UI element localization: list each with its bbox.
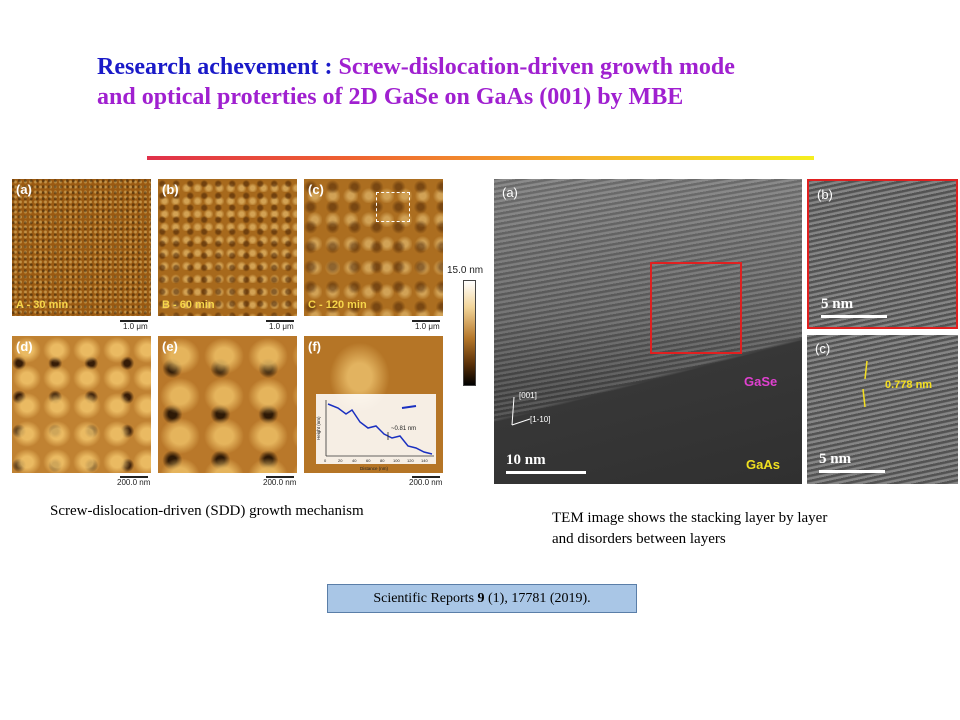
scale-bar <box>266 476 294 478</box>
scale-label: 10 nm <box>506 452 546 468</box>
profile-line-marker <box>401 405 417 409</box>
tem-caption: TEM image shows the stacking layer by la… <box>552 508 912 550</box>
scale-bar <box>821 315 887 318</box>
scale-label: 200.0 nm <box>117 478 151 487</box>
afm-panel-caption: C - 120 min <box>308 299 367 311</box>
lattice-spacing-label: 0.778 nm <box>885 379 933 391</box>
scale-bar <box>120 476 148 478</box>
title-line1: Screw-dislocation-driven growth mode <box>338 54 735 80</box>
afm-panel-label: (d) <box>16 339 33 354</box>
reference-journal: Scientific Reports <box>373 591 478 606</box>
scale-label: 1.0 μm <box>123 322 148 331</box>
afm-panel-e: (e) <box>158 336 297 473</box>
scale-label: 200.0 nm <box>263 478 297 487</box>
x-tick-label: 0 <box>324 458 327 463</box>
direction-arrow-1-10 <box>511 418 531 426</box>
x-tick-label: 140 <box>421 458 428 463</box>
title-prefix: Research achevement : <box>97 54 339 80</box>
x-tick-label: 120 <box>407 458 414 463</box>
afm-panel-caption: B - 60 min <box>162 299 215 311</box>
scale-bar <box>266 320 294 322</box>
x-tick-label: 100 <box>393 458 400 463</box>
afm-panel-label: (f) <box>308 339 321 354</box>
height-profile-plot: ~0.81 nm Distance (nm) Height (nm) 0 20 … <box>316 394 436 471</box>
reference-rest: (1), 17781 (2019). <box>484 591 591 606</box>
tem-caption-line2: and disorders between layers <box>552 531 726 547</box>
tem-panel-label: (b) <box>817 187 833 202</box>
tem-panel-c: (c) 0.778 nm 5 nm <box>807 335 958 484</box>
afm-panel-d: (d) <box>12 336 151 473</box>
tem-panel-label: (a) <box>502 185 518 200</box>
profile-plot-background <box>316 394 436 464</box>
afm-panel-label: (e) <box>162 339 178 354</box>
spacing-arrows <box>862 360 868 408</box>
scale-bar <box>120 320 148 322</box>
scale-bar <box>412 320 440 322</box>
spacing-arrow-top <box>864 360 868 380</box>
afm-panel-f: (f) ~0.81 nm Distance (nm) Height (nm) 0… <box>304 336 443 473</box>
afm-panel-b: (b) B - 60 min <box>158 179 297 316</box>
tem-panel-a: (a) GaSe GaAs [001] [1-10] 10 nm <box>494 179 802 484</box>
tem-caption-line1: TEM image shows the stacking layer by la… <box>552 510 828 526</box>
afm-panel-a: (a) A - 30 min <box>12 179 151 316</box>
scale-bar <box>412 476 440 478</box>
spacing-arrow-bottom <box>862 388 866 408</box>
step-label: ~0.81 nm <box>391 426 416 432</box>
x-tick-label: 60 <box>366 458 371 463</box>
scale-label: 5 nm <box>819 451 852 467</box>
zoom-region-box <box>650 262 742 354</box>
scale-label: 1.0 μm <box>269 322 294 331</box>
scale-bar <box>819 470 885 473</box>
profile-x-ticks: 0 20 40 60 80 100 120 140 <box>324 458 428 463</box>
scale-label: 5 nm <box>821 296 854 312</box>
x-tick-label: 40 <box>352 458 357 463</box>
scale-bar <box>506 471 586 474</box>
afm-panel-label: (b) <box>162 182 179 197</box>
scale-label: 200.0 nm <box>409 478 443 487</box>
afm-panel-c: (c) C - 120 min <box>304 179 443 316</box>
slide-title: Research achevement : Screw-dislocation-… <box>97 52 735 112</box>
profile-ylabel: Height (nm) <box>316 416 321 440</box>
scale-label: 1.0 μm <box>415 322 440 331</box>
zoom-box <box>376 192 410 222</box>
crystal-direction-arrows <box>511 396 531 426</box>
profile-xlabel: Distance (nm) <box>360 466 389 471</box>
reference-volume: 9 <box>477 591 485 606</box>
afm-panel-label: (c) <box>308 182 324 197</box>
gaas-label: GaAs <box>746 457 780 472</box>
title-line2: and optical proterties of 2D GaSe on GaA… <box>97 84 684 110</box>
afm-caption: Screw-dislocation-driven (SDD) growth me… <box>50 503 364 519</box>
tem-panel-b: (b) 5 nm <box>807 179 958 329</box>
x-tick-label: 80 <box>380 458 385 463</box>
direction-label: [1-10] <box>530 415 551 424</box>
gase-label: GaSe <box>744 374 778 389</box>
direction-arrow-001 <box>511 396 515 426</box>
height-colorbar <box>463 280 476 386</box>
gradient-divider <box>147 156 814 160</box>
tem-panel-label: (c) <box>815 341 831 356</box>
reference-box: Scientific Reports 9 (1), 17781 (2019). <box>327 584 637 613</box>
profile-curve <box>327 403 433 455</box>
direction-label: [001] <box>519 391 537 400</box>
afm-panel-caption: A - 30 min <box>16 299 69 311</box>
x-tick-label: 20 <box>338 458 343 463</box>
afm-panel-label: (a) <box>16 182 32 197</box>
gaas-region <box>494 179 802 484</box>
colorbar-label: 15.0 nm <box>447 265 484 276</box>
